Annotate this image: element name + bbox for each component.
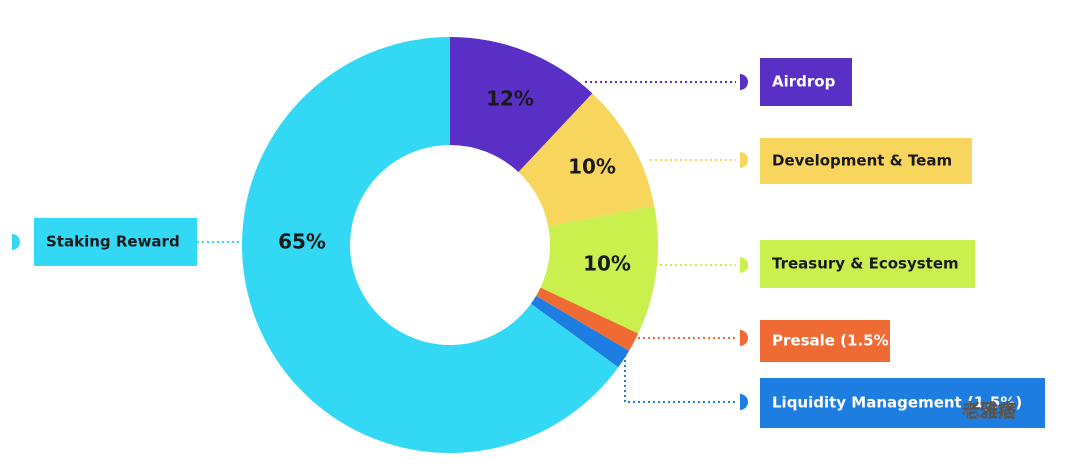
legend-box [760,58,852,106]
legend-label: Staking Reward [46,233,180,251]
slice-label: 65% [278,230,326,254]
legend-label: Treasury & Ecosystem [772,255,959,273]
legend-label: Airdrop [772,73,836,91]
connector [624,350,736,403]
legend-box [34,218,197,266]
watermark: 老雅痞 [962,400,1016,422]
legend-box [760,378,1045,428]
legend-box [760,240,975,288]
legend-marker [740,257,748,273]
legend-label: Development & Team [772,152,952,170]
donut-slice [530,295,630,368]
legend-box [760,320,890,362]
legend-marker [740,330,748,346]
donut-slice [540,206,658,334]
donut-slice [536,287,639,351]
legend-marker [740,152,748,168]
donut-slice [518,93,655,227]
slice-label: 10% [568,155,616,179]
donut-slice [242,37,619,453]
legend-box [760,138,972,184]
legend-label: Liquidity Management (1.5%) [772,394,1022,412]
legend-marker [740,74,748,90]
legend-marker [12,234,20,250]
slice-label: 12% [486,87,534,111]
donut-slice [450,37,593,173]
legend-marker [740,394,748,410]
legend-label: Presale (1.5%) [772,332,895,350]
slice-label: 10% [583,252,631,276]
